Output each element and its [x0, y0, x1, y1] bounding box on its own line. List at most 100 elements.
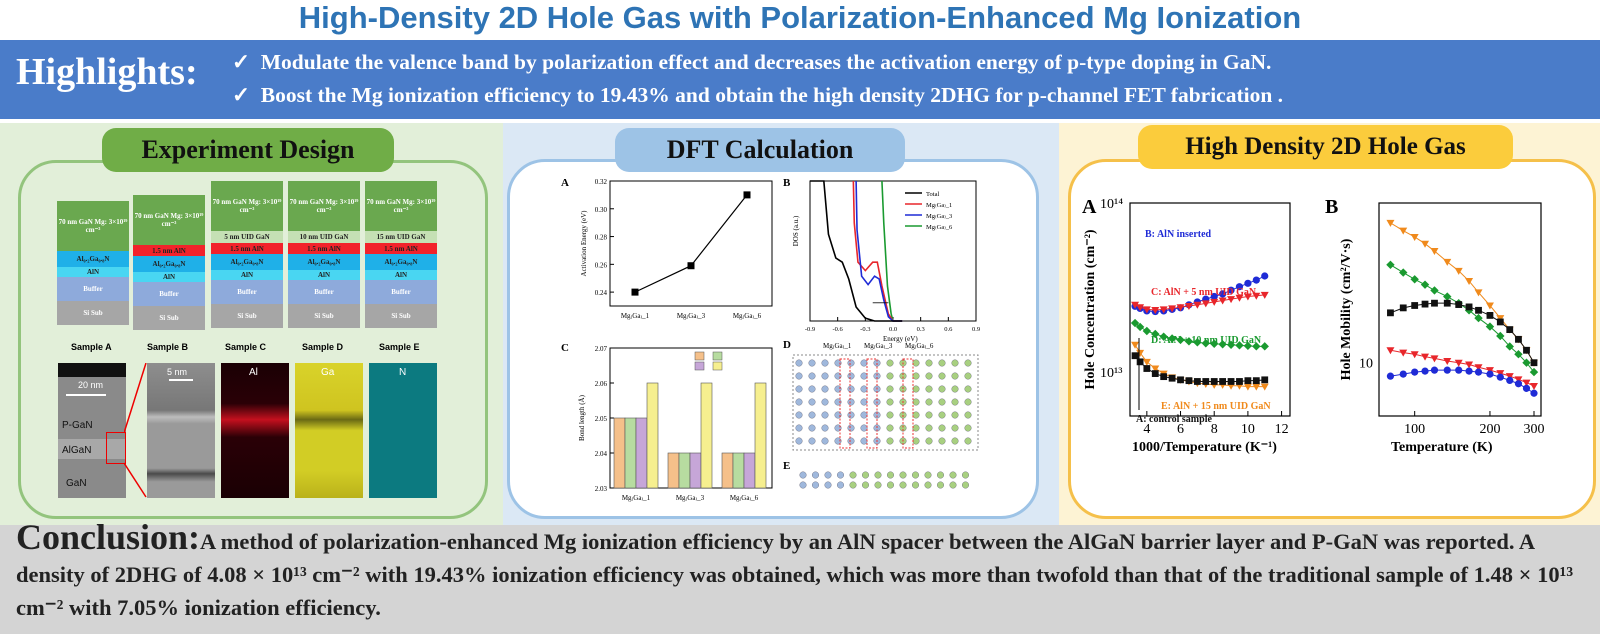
layer: Si Sub	[57, 301, 129, 325]
layer: AlN	[365, 270, 437, 280]
layer: 1.5 nm AlN	[288, 243, 360, 254]
data-point	[1506, 376, 1514, 385]
structure-label: Mg₍Ga₎_1	[823, 342, 852, 350]
data-point	[1227, 378, 1235, 385]
data-point	[1421, 240, 1430, 248]
atom	[899, 372, 907, 380]
legend-label: Mg₍Ga₎_6	[926, 224, 953, 231]
data-point	[1399, 227, 1408, 235]
atom	[808, 372, 816, 380]
data-point	[1411, 368, 1419, 376]
data-point	[1202, 378, 1210, 385]
atom	[808, 424, 816, 432]
atom	[860, 372, 868, 380]
atom	[925, 437, 933, 445]
scale-bar-label: 20 nm	[78, 380, 104, 390]
atom	[899, 424, 907, 432]
y-tick-label: 0.24	[595, 289, 608, 297]
y-tick-label: 2.07	[595, 345, 608, 353]
data-point	[1443, 258, 1452, 266]
data-point	[1176, 304, 1185, 312]
sample-stack: 70 nm GaN Mg: 3×10¹⁹ cm⁻³ 5 nm UID GaN 1.5…	[211, 181, 283, 328]
atom	[847, 359, 855, 367]
y-axis-label: Hole Concentration (cm⁻²)	[1083, 229, 1098, 389]
data-point	[1399, 304, 1407, 312]
bar	[613, 417, 626, 489]
atom	[937, 471, 945, 479]
legend-label: Total	[926, 191, 939, 198]
data-point	[1514, 380, 1523, 388]
atom	[951, 385, 959, 393]
atom	[951, 437, 959, 445]
atom	[964, 398, 972, 406]
data-point	[1421, 367, 1429, 375]
series-line	[1390, 222, 1535, 363]
data-point	[1218, 340, 1227, 349]
atom	[860, 385, 868, 393]
data-point	[1219, 378, 1227, 385]
activation-line	[634, 194, 748, 293]
x-axis-label: Temperature (K)	[1391, 440, 1493, 455]
check-icon: ✓	[232, 50, 261, 74]
layer: Buffer	[133, 282, 205, 306]
atom	[912, 398, 920, 406]
legend-swatch	[694, 351, 705, 361]
layer: 1.5 nm AlN	[133, 245, 205, 256]
data-point	[1130, 318, 1140, 328]
atom	[886, 424, 894, 432]
conclusion-text: A method of polarization-enhanced Mg ion…	[16, 529, 1574, 620]
atom	[812, 471, 820, 479]
data-point	[1430, 248, 1439, 256]
dft-panel: DFT Calculation A 0.24 0.26 0.28 0.30 0.32 Mg₍…	[503, 123, 1059, 525]
y-axis-label: Hole Mobility (cm²/V·s)	[1339, 238, 1354, 380]
data-point	[1193, 378, 1201, 385]
layer: Al₀.₂Ga₀.₈N	[57, 251, 129, 267]
x-tick-label: 0.6	[944, 326, 953, 333]
data-point	[1387, 309, 1394, 317]
atom	[912, 385, 920, 393]
data-point	[1529, 367, 1539, 377]
data-point	[1159, 332, 1168, 341]
atom	[860, 359, 868, 367]
series-line	[1390, 264, 1535, 373]
data-point	[1252, 342, 1261, 351]
data-point	[1465, 278, 1474, 286]
bar	[624, 417, 637, 489]
atom	[886, 359, 894, 367]
panel-label: D	[783, 339, 791, 351]
layer: AlN	[133, 272, 205, 282]
data-point	[1523, 346, 1530, 354]
data-point	[1136, 349, 1145, 357]
x-tick-label: Mg₍Ga₎_3	[677, 312, 706, 320]
layer-label: AlGaN	[62, 445, 92, 456]
panel-label: A	[561, 177, 569, 189]
atom	[949, 481, 957, 489]
mg-site-box	[866, 358, 878, 449]
data-point	[1486, 370, 1494, 378]
data-point	[1386, 260, 1395, 269]
data-point	[1465, 361, 1474, 369]
atom	[938, 398, 946, 406]
data-point	[1465, 367, 1473, 375]
layer: Al₀.₂Ga₀.₈N	[365, 254, 437, 270]
bar	[721, 452, 734, 489]
atom	[847, 398, 855, 406]
sample-label: Sample D	[302, 342, 344, 352]
data-point	[1529, 383, 1538, 391]
tem-overview-image: 20 nm P-GaN AlGaN GaN	[58, 363, 126, 498]
x-tick-label: -0.9	[805, 326, 815, 333]
data-point	[1454, 359, 1463, 367]
data-point	[1210, 292, 1218, 301]
atom	[860, 398, 868, 406]
atom	[808, 385, 816, 393]
data-point	[1421, 300, 1429, 308]
atom	[808, 437, 816, 445]
atom	[938, 437, 946, 445]
sample-label: Sample B	[147, 342, 189, 352]
x-tick-label: Mg₍Ga₎_1	[621, 312, 650, 320]
highlights-label: Highlights:	[16, 51, 198, 93]
data-point	[1143, 365, 1151, 372]
data-point	[1177, 376, 1184, 384]
atom	[887, 471, 895, 479]
data-point	[1252, 377, 1260, 385]
